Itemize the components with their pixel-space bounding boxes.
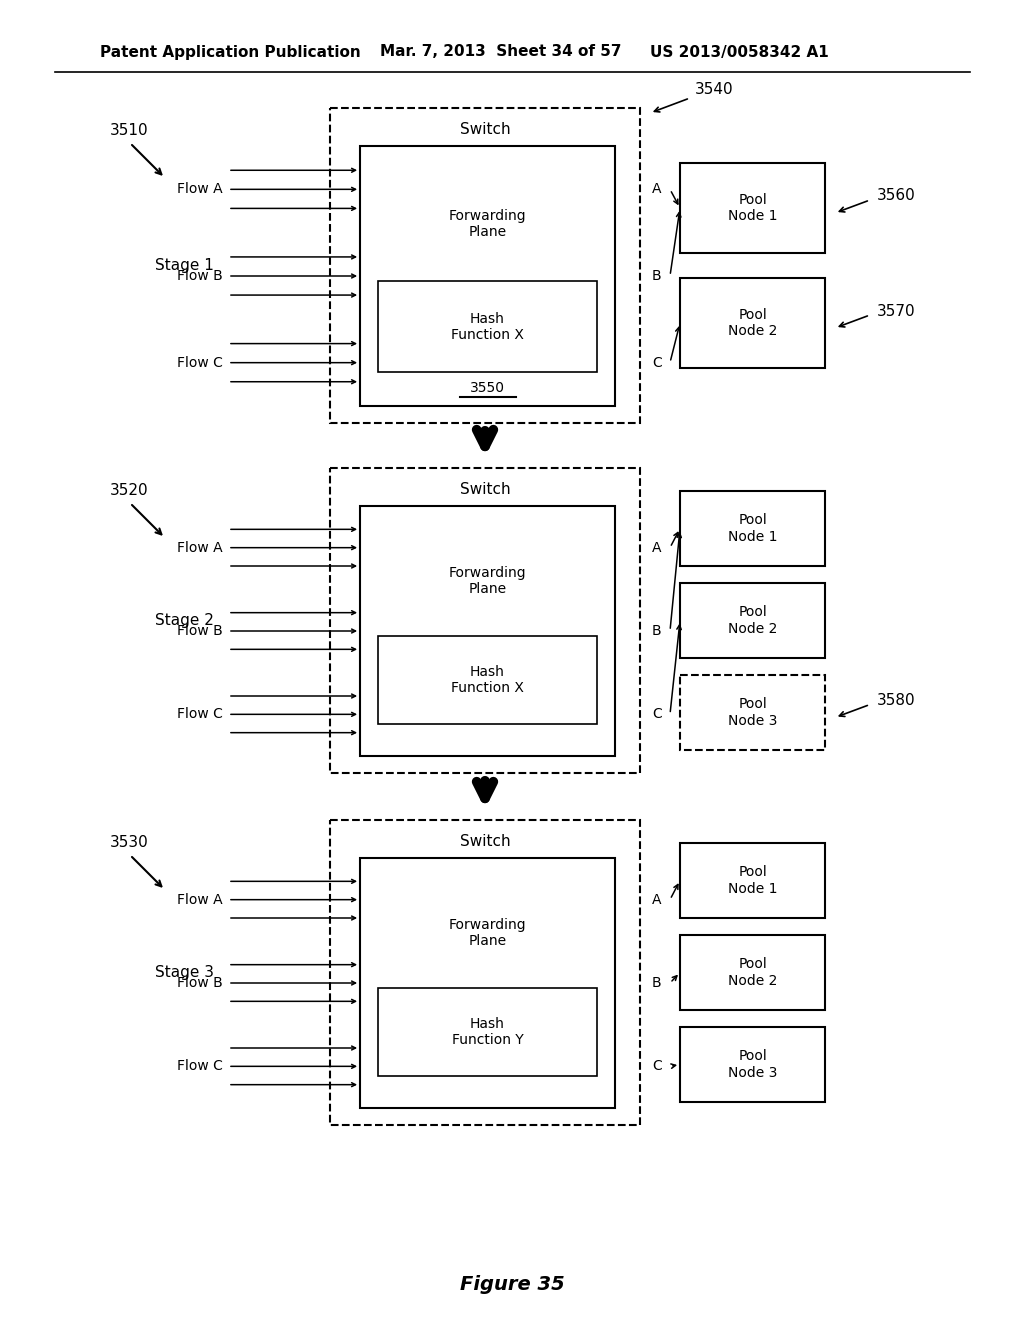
Text: Flow A: Flow A [177, 892, 223, 907]
Text: Pool
Node 1: Pool Node 1 [728, 513, 777, 544]
Text: B: B [652, 975, 662, 990]
Text: Forwarding
Plane: Forwarding Plane [449, 917, 526, 948]
Text: 3510: 3510 [110, 123, 148, 139]
Text: Pool
Node 3: Pool Node 3 [728, 1049, 777, 1080]
Text: Stage 2: Stage 2 [155, 612, 214, 628]
Bar [680, 279, 825, 368]
Bar [330, 820, 640, 1125]
Bar [360, 858, 615, 1107]
Text: 3550: 3550 [470, 381, 505, 395]
Text: Flow B: Flow B [177, 975, 223, 990]
Text: Pool
Node 3: Pool Node 3 [728, 697, 777, 727]
Text: Stage 1: Stage 1 [155, 257, 214, 273]
Bar [680, 162, 825, 253]
Text: Hash
Function X: Hash Function X [451, 665, 524, 694]
Text: C: C [652, 355, 662, 370]
Bar [680, 491, 825, 566]
Text: Flow A: Flow A [177, 182, 223, 197]
Text: Switch: Switch [460, 834, 510, 850]
Text: Pool
Node 1: Pool Node 1 [728, 866, 777, 895]
Text: Flow C: Flow C [177, 355, 223, 370]
Text: Hash
Function Y: Hash Function Y [452, 1016, 523, 1047]
Text: Pool
Node 2: Pool Node 2 [728, 957, 777, 987]
Bar [330, 108, 640, 422]
Text: 3580: 3580 [877, 693, 915, 708]
Text: B: B [652, 269, 662, 282]
Text: Flow C: Flow C [177, 708, 223, 721]
Text: 3570: 3570 [877, 304, 915, 318]
Bar [378, 987, 597, 1076]
Text: Pool
Node 2: Pool Node 2 [728, 308, 777, 338]
Text: A: A [652, 892, 662, 907]
Text: Switch: Switch [460, 483, 510, 498]
Bar [680, 843, 825, 917]
Bar [680, 583, 825, 657]
Text: 3560: 3560 [877, 189, 915, 203]
Text: C: C [652, 1060, 662, 1073]
Text: Stage 3: Stage 3 [155, 965, 214, 979]
Bar [378, 636, 597, 723]
Text: Forwarding
Plane: Forwarding Plane [449, 209, 526, 239]
Text: A: A [652, 541, 662, 554]
Bar [680, 675, 825, 750]
Bar [360, 506, 615, 756]
Text: Switch: Switch [460, 123, 510, 137]
Bar [680, 1027, 825, 1102]
Text: C: C [652, 708, 662, 721]
Bar [360, 147, 615, 407]
Text: Flow C: Flow C [177, 1060, 223, 1073]
Text: Flow B: Flow B [177, 269, 223, 282]
Text: US 2013/0058342 A1: US 2013/0058342 A1 [650, 45, 828, 59]
Text: Forwarding
Plane: Forwarding Plane [449, 566, 526, 597]
Text: Mar. 7, 2013  Sheet 34 of 57: Mar. 7, 2013 Sheet 34 of 57 [380, 45, 622, 59]
Bar [378, 281, 597, 372]
Text: Pool
Node 2: Pool Node 2 [728, 606, 777, 636]
Text: B: B [652, 624, 662, 638]
Bar [680, 935, 825, 1010]
Text: Flow A: Flow A [177, 541, 223, 554]
Text: Pool
Node 1: Pool Node 1 [728, 193, 777, 223]
Bar [330, 469, 640, 774]
Text: 3520: 3520 [110, 483, 148, 498]
Text: Patent Application Publication: Patent Application Publication [100, 45, 360, 59]
Text: A: A [652, 182, 662, 197]
Text: Hash
Function X: Hash Function X [451, 312, 524, 342]
Text: 3540: 3540 [695, 82, 733, 98]
Text: 3530: 3530 [110, 836, 148, 850]
Text: Flow B: Flow B [177, 624, 223, 638]
Text: Figure 35: Figure 35 [460, 1275, 564, 1295]
